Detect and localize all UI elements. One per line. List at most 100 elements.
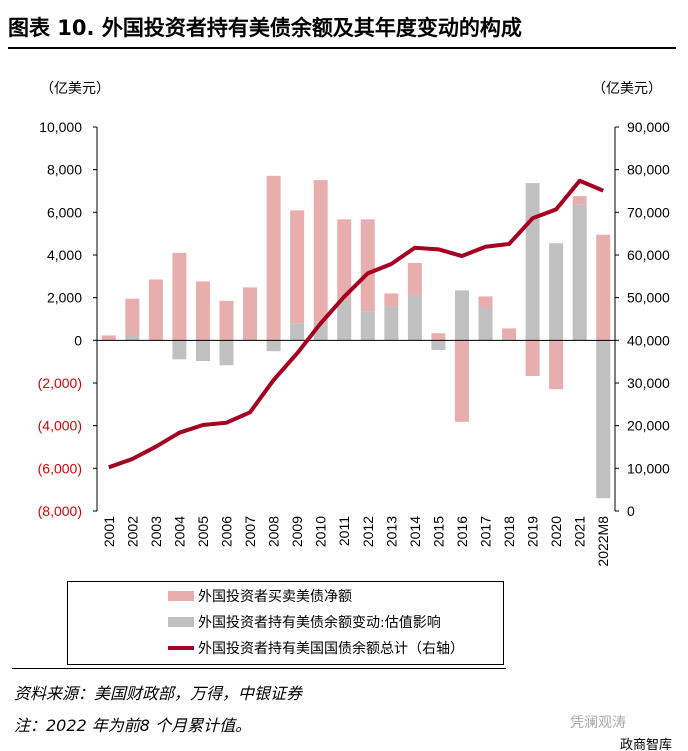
left-tick-label: (8,000) bbox=[38, 503, 82, 519]
legend-label: 外国投资者持有美国国债余额总计（右轴） bbox=[198, 641, 464, 657]
plot-area: (8,000) (6,000) (4,000) (2,000) 0 2,000 4,000 6… bbox=[38, 119, 670, 567]
bar-valuation bbox=[360, 311, 375, 341]
bar-net-purchase bbox=[172, 252, 187, 341]
bar-valuation bbox=[596, 340, 611, 499]
x-tick-label: 2012 bbox=[360, 516, 376, 547]
left-tick-label: (6,000) bbox=[38, 460, 82, 476]
bar-valuation bbox=[478, 307, 493, 341]
left-tick-label: 8,000 bbox=[47, 162, 82, 178]
bar-net-purchase bbox=[148, 279, 163, 341]
bar-net-purchase bbox=[407, 262, 422, 295]
legend-swatch-valuation bbox=[168, 617, 194, 627]
left-axis-unit: （亿美元） bbox=[40, 81, 110, 97]
title-divider bbox=[8, 47, 676, 49]
footnote: 注：2022 年为前8 个月累计值。 bbox=[14, 716, 252, 735]
left-tick-label: 0 bbox=[74, 332, 82, 348]
bar-net-purchase bbox=[101, 335, 116, 341]
bar-net-purchase bbox=[313, 180, 328, 322]
bar-net-purchase bbox=[525, 340, 540, 376]
x-tick-label: 2013 bbox=[383, 516, 399, 547]
legend-swatch-net bbox=[168, 591, 194, 601]
right-tick-label: 10,000 bbox=[627, 460, 670, 476]
bar-net-purchase bbox=[195, 281, 210, 341]
right-tick-label: 40,000 bbox=[627, 332, 670, 348]
bar-valuation bbox=[572, 204, 587, 341]
bar-net-purchase bbox=[337, 219, 352, 300]
right-tick-label: 70,000 bbox=[627, 204, 670, 220]
bar-valuation bbox=[431, 340, 446, 350]
left-tick-label: 2,000 bbox=[47, 290, 82, 306]
bar-valuation bbox=[407, 294, 422, 341]
left-tick-label: 10,000 bbox=[39, 119, 82, 135]
bar-valuation bbox=[125, 335, 140, 341]
x-tick-label: 2018 bbox=[501, 516, 517, 547]
legend-item-valuation: 外国投资者持有美债余额变动:估值影响 bbox=[168, 612, 441, 632]
watermark: 凭澜观涛 bbox=[570, 715, 626, 731]
bar-valuation bbox=[195, 340, 210, 362]
x-tick-label: 2022M8 bbox=[595, 516, 611, 567]
legend: 外国投资者买卖美债净额 外国投资者持有美债余额变动:估值影响 外国投资者持有美国… bbox=[67, 581, 504, 665]
x-tick-label: 2004 bbox=[171, 516, 187, 547]
bar-valuation bbox=[290, 323, 305, 341]
x-tick-label: 2014 bbox=[407, 516, 423, 547]
x-tick-label: 2002 bbox=[124, 516, 140, 547]
right-tick-label: 0 bbox=[627, 503, 635, 519]
bar-valuation bbox=[502, 338, 517, 341]
bar-valuation bbox=[549, 243, 564, 341]
left-tick-label: (2,000) bbox=[38, 375, 82, 391]
bar-valuation bbox=[525, 183, 540, 341]
bar-valuation bbox=[172, 340, 187, 360]
legend-label: 外国投资者持有美债余额变动:估值影响 bbox=[198, 615, 441, 631]
x-tick-label: 2017 bbox=[478, 516, 494, 547]
x-tick-label: 2009 bbox=[289, 516, 305, 547]
x-tick-label: 2010 bbox=[313, 516, 329, 547]
bar-net-purchase bbox=[290, 210, 305, 324]
bar-valuation bbox=[266, 340, 281, 352]
source-note: 资料来源：美国财政部，万得，中银证券 bbox=[14, 684, 303, 703]
total-holdings-line bbox=[108, 178, 605, 470]
x-tick-label: 2005 bbox=[195, 516, 211, 547]
bar-valuation bbox=[454, 290, 469, 341]
right-tick-label: 80,000 bbox=[627, 162, 670, 178]
bar-net-purchase bbox=[219, 300, 234, 341]
bar-net-purchase bbox=[266, 175, 281, 341]
x-tick-label: 2007 bbox=[242, 516, 258, 547]
left-tick-label: 6,000 bbox=[47, 204, 82, 220]
legend-item-net: 外国投资者买卖美债净额 bbox=[168, 586, 352, 606]
bar-net-purchase bbox=[384, 293, 399, 307]
right-tick-label: 60,000 bbox=[627, 247, 670, 263]
x-tick-label: 2019 bbox=[525, 516, 541, 547]
right-tick-label: 90,000 bbox=[627, 119, 670, 135]
bar-net-purchase bbox=[431, 333, 446, 341]
legend-item-total: 外国投资者持有美国国债余额总计（右轴） bbox=[168, 638, 464, 658]
bar-net-purchase bbox=[243, 287, 258, 341]
right-tick-label: 30,000 bbox=[627, 375, 670, 391]
bar-net-purchase bbox=[596, 234, 611, 341]
watermark-secondary: 政商智库 bbox=[620, 738, 673, 751]
x-tick-label: 2016 bbox=[454, 516, 470, 547]
right-axis-unit: （亿美元） bbox=[592, 81, 662, 97]
bar-net-purchase bbox=[125, 298, 140, 335]
left-tick-label: 4,000 bbox=[47, 247, 82, 263]
x-tick-label: 2020 bbox=[548, 516, 564, 547]
bar-net-purchase bbox=[360, 219, 375, 312]
bar-net-purchase bbox=[478, 296, 493, 308]
x-tick-label: 2001 bbox=[101, 516, 117, 547]
x-tick-label: 2011 bbox=[336, 516, 352, 546]
legend-label: 外国投资者买卖美债净额 bbox=[198, 589, 352, 605]
x-tick-label: 2003 bbox=[148, 516, 164, 547]
x-tick-label: 2008 bbox=[266, 516, 282, 547]
bar-net-purchase bbox=[549, 340, 564, 390]
legend-swatch-total bbox=[168, 646, 194, 650]
chart-title: 图表 10. 外国投资者持有美债余额及其年度变动的构成 bbox=[8, 16, 522, 40]
x-tick-label: 2006 bbox=[219, 516, 235, 547]
bar-valuation bbox=[384, 306, 399, 341]
left-tick-label: (4,000) bbox=[38, 418, 82, 434]
bar-net-purchase bbox=[502, 328, 517, 339]
x-tick-label: 2015 bbox=[430, 516, 446, 547]
bar-net-purchase bbox=[572, 196, 587, 205]
x-tick-label: 2021 bbox=[572, 516, 588, 547]
bar-valuation bbox=[219, 340, 234, 366]
bar-valuation bbox=[337, 299, 352, 341]
